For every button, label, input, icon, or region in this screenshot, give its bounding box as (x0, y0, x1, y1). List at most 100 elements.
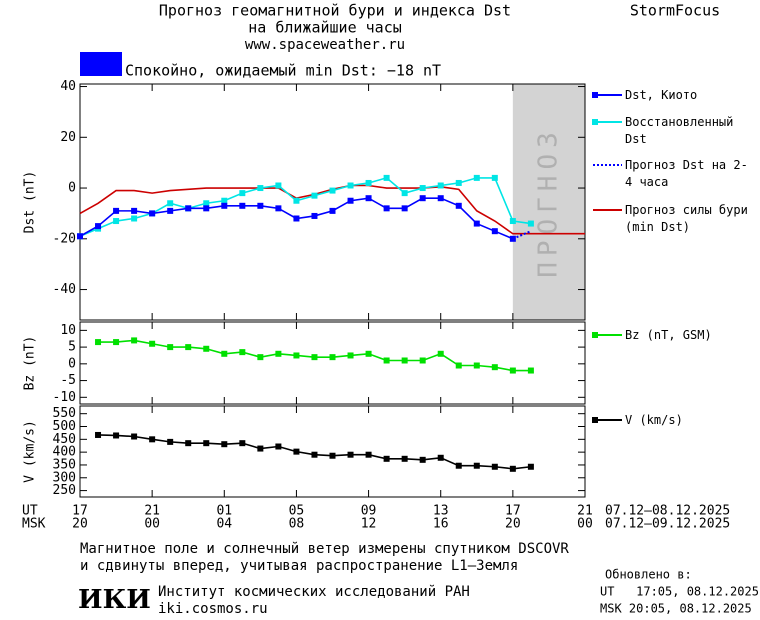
data-point (239, 349, 246, 356)
legend-label: Dst, Киото (625, 88, 698, 102)
ut-label: UT (22, 504, 38, 519)
data-point (311, 212, 318, 219)
data-point (455, 462, 462, 469)
data-point (329, 452, 336, 459)
legend-label: Прогноз силы бури (min Dst) (625, 203, 748, 234)
data-point (401, 455, 408, 462)
data-point (275, 205, 282, 212)
data-point (455, 179, 462, 186)
institute-site: iki.cosmos.ru (158, 601, 268, 617)
data-point (401, 190, 408, 197)
note: и сдвинуты вперед, учитывая распростране… (80, 558, 518, 574)
data-point (185, 205, 192, 212)
updated-title: Обновлено в: (605, 568, 692, 582)
y-tick-label: -10 (53, 390, 76, 405)
legend-label: Bz (nT, GSM) (625, 328, 712, 342)
data-point (509, 367, 516, 374)
data-point (383, 357, 390, 364)
x-tick-label-msk: 20 (72, 517, 88, 532)
data-point (527, 367, 534, 374)
data-point (239, 440, 246, 447)
title: Прогноз геомагнитной бури и индекса Dst (159, 2, 511, 20)
data-point (113, 432, 120, 439)
data-point (383, 174, 390, 181)
data-point (455, 362, 462, 369)
data-point (473, 462, 480, 469)
x-tick-label: 21 (144, 504, 160, 519)
legend-marker (592, 92, 598, 98)
data-point (473, 174, 480, 181)
legend-label: V (km/s) (625, 413, 683, 427)
data-point (203, 205, 210, 212)
data-point (203, 200, 210, 207)
x-tick-label-msk: 16 (433, 517, 449, 532)
forecast-region (512, 84, 585, 320)
data-point (257, 202, 264, 209)
data-point (185, 344, 192, 351)
y-tick-label: 0 (68, 356, 76, 371)
data-point (509, 235, 516, 242)
legend-label: Прогноз Dst на 2-4 часа (625, 158, 748, 189)
msk-label: MSK (22, 517, 46, 532)
data-point (221, 350, 228, 357)
y-tick-label: 550 (53, 406, 76, 421)
data-point (311, 451, 318, 458)
y-axis-label: Dst (nT) (23, 171, 38, 234)
data-point (239, 202, 246, 209)
data-point (113, 207, 120, 214)
plot-frame (79, 405, 586, 498)
x-tick-label-msk: 04 (216, 517, 232, 532)
series-line (512, 230, 532, 240)
data-point (383, 205, 390, 212)
data-point (239, 190, 246, 197)
data-point (437, 454, 444, 461)
data-point (113, 218, 120, 225)
data-point (257, 445, 264, 452)
status-box (80, 52, 122, 76)
x-tick-label-msk: 12 (361, 517, 377, 532)
y-tick-label: 300 (53, 470, 76, 485)
data-point (347, 197, 354, 204)
logo: ИКИ (78, 585, 151, 615)
data-point (419, 357, 426, 364)
x-tick-label: 21 (577, 504, 593, 519)
y-tick-label: 0 (68, 181, 76, 196)
data-point (311, 192, 318, 199)
data-point (95, 431, 102, 438)
data-point (149, 436, 156, 443)
data-point (329, 354, 336, 361)
brand: StormFocus (630, 2, 720, 20)
data-point (329, 187, 336, 194)
y-tick-label: 500 (53, 419, 76, 434)
y-tick-label: -40 (53, 282, 76, 297)
y-tick-label: 400 (53, 445, 76, 460)
data-point (365, 179, 372, 186)
data-point (131, 207, 138, 214)
data-point (473, 220, 480, 227)
data-point (185, 440, 192, 447)
data-point (293, 215, 300, 222)
data-point (167, 344, 174, 351)
legend-label: Восстановленный Dst (625, 115, 734, 146)
y-axis-label: Bz (nT) (23, 336, 38, 391)
institute: Институт космических исследований РАН (158, 584, 470, 600)
x-tick-label: 17 (505, 504, 521, 519)
data-point (401, 357, 408, 364)
data-point (347, 451, 354, 458)
data-point (257, 354, 264, 361)
data-point (491, 463, 498, 470)
data-point (293, 448, 300, 455)
x-tick-label-msk: 00 (577, 517, 593, 532)
status-text: Спокойно, ожидаемый min Dst: −18 nT (125, 62, 441, 80)
data-point (293, 352, 300, 359)
data-point (491, 228, 498, 235)
data-point (509, 465, 516, 472)
data-point (293, 197, 300, 204)
legend-marker (592, 119, 598, 125)
data-point (221, 202, 228, 209)
data-point (311, 354, 318, 361)
plot-frame (79, 83, 586, 321)
data-point (365, 350, 372, 357)
data-point (347, 352, 354, 359)
